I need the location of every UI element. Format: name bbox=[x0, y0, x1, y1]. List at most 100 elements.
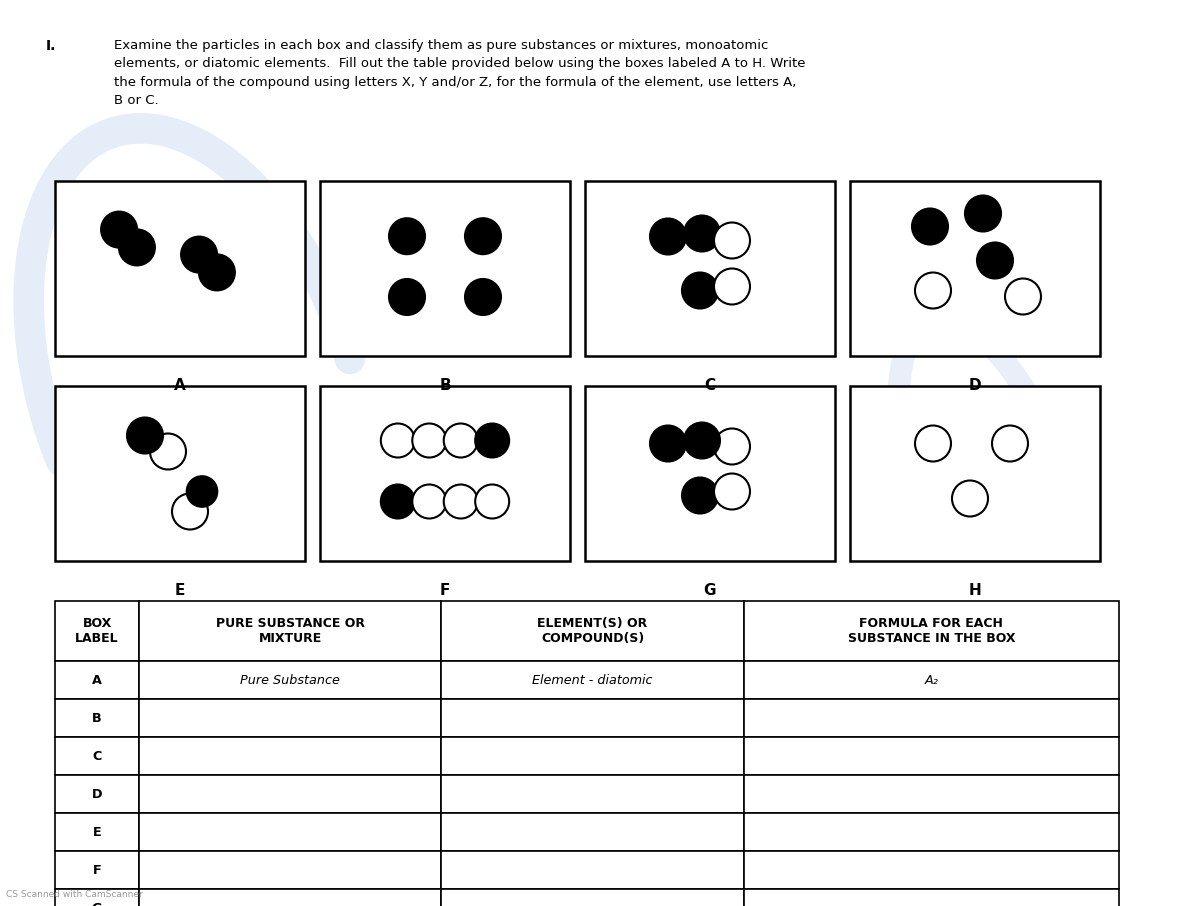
Circle shape bbox=[181, 236, 217, 273]
Text: Pure Substance: Pure Substance bbox=[240, 673, 340, 687]
Bar bbox=[139, 737, 442, 775]
Bar bbox=[442, 699, 744, 737]
Text: D: D bbox=[91, 787, 102, 801]
Bar bbox=[139, 851, 442, 889]
Circle shape bbox=[916, 426, 952, 461]
Bar bbox=[442, 851, 744, 889]
Bar bbox=[442, 813, 744, 851]
Circle shape bbox=[684, 422, 720, 458]
Circle shape bbox=[475, 485, 509, 518]
Text: A: A bbox=[92, 673, 102, 687]
Text: G: G bbox=[703, 583, 716, 598]
Bar bbox=[320, 386, 570, 561]
Circle shape bbox=[389, 279, 425, 315]
Circle shape bbox=[684, 216, 720, 252]
Bar bbox=[55, 386, 305, 561]
Bar bbox=[442, 601, 744, 661]
Text: PURE SUBSTANCE OR
MIXTURE: PURE SUBSTANCE OR MIXTURE bbox=[216, 617, 365, 645]
Bar bbox=[744, 775, 1120, 813]
Bar bbox=[744, 699, 1120, 737]
Circle shape bbox=[475, 423, 509, 458]
Text: G: G bbox=[91, 901, 102, 906]
Text: E: E bbox=[92, 825, 101, 838]
Circle shape bbox=[466, 279, 502, 315]
Text: B: B bbox=[92, 711, 102, 725]
Text: D: D bbox=[968, 378, 982, 393]
Bar bbox=[55, 601, 139, 661]
Text: A₂: A₂ bbox=[924, 673, 938, 687]
Circle shape bbox=[150, 433, 186, 469]
Text: B: B bbox=[439, 378, 451, 393]
Bar bbox=[55, 775, 139, 813]
Circle shape bbox=[916, 273, 952, 309]
Circle shape bbox=[714, 223, 750, 258]
Circle shape bbox=[912, 208, 948, 245]
Text: CS Scanned with CamScanner: CS Scanned with CamScanner bbox=[6, 890, 143, 899]
Circle shape bbox=[965, 196, 1001, 232]
Bar bbox=[139, 699, 442, 737]
Bar bbox=[55, 851, 139, 889]
Bar bbox=[744, 661, 1120, 699]
Circle shape bbox=[444, 423, 478, 458]
Circle shape bbox=[380, 485, 415, 518]
Circle shape bbox=[682, 477, 718, 514]
Circle shape bbox=[952, 480, 988, 516]
Text: H: H bbox=[968, 583, 982, 598]
Bar bbox=[744, 851, 1120, 889]
Bar bbox=[442, 889, 744, 906]
Circle shape bbox=[1006, 278, 1042, 314]
Circle shape bbox=[466, 218, 502, 255]
Bar bbox=[320, 181, 570, 356]
Bar bbox=[850, 181, 1100, 356]
Text: C: C bbox=[92, 749, 102, 763]
Bar bbox=[442, 737, 744, 775]
Circle shape bbox=[977, 243, 1013, 278]
Circle shape bbox=[714, 268, 750, 304]
Circle shape bbox=[199, 255, 235, 291]
Circle shape bbox=[413, 423, 446, 458]
Circle shape bbox=[992, 426, 1028, 461]
Text: I.: I. bbox=[46, 39, 56, 53]
Bar bbox=[55, 889, 139, 906]
Text: Element - diatomic: Element - diatomic bbox=[533, 673, 653, 687]
Bar bbox=[139, 601, 442, 661]
Bar bbox=[586, 181, 835, 356]
Bar bbox=[55, 737, 139, 775]
Bar bbox=[586, 386, 835, 561]
Bar bbox=[139, 889, 442, 906]
Circle shape bbox=[389, 218, 425, 255]
Circle shape bbox=[187, 477, 217, 506]
Bar bbox=[744, 601, 1120, 661]
Bar bbox=[55, 661, 139, 699]
Bar bbox=[139, 813, 442, 851]
Text: F: F bbox=[92, 863, 101, 876]
Text: ELEMENT(S) OR
COMPOUND(S): ELEMENT(S) OR COMPOUND(S) bbox=[538, 617, 648, 645]
Bar bbox=[442, 775, 744, 813]
Circle shape bbox=[119, 229, 155, 265]
Bar bbox=[55, 181, 305, 356]
Text: Examine the particles in each box and classify them as pure substances or mixtur: Examine the particles in each box and cl… bbox=[114, 39, 805, 108]
Circle shape bbox=[714, 429, 750, 465]
Bar bbox=[55, 813, 139, 851]
Bar bbox=[55, 699, 139, 737]
Bar bbox=[744, 889, 1120, 906]
Circle shape bbox=[682, 273, 718, 309]
Circle shape bbox=[413, 485, 446, 518]
Bar bbox=[850, 386, 1100, 561]
Text: FORMULA FOR EACH
SUBSTANCE IN THE BOX: FORMULA FOR EACH SUBSTANCE IN THE BOX bbox=[847, 617, 1015, 645]
Bar bbox=[744, 813, 1120, 851]
Circle shape bbox=[714, 474, 750, 509]
Text: BOX
LABEL: BOX LABEL bbox=[76, 617, 119, 645]
Bar bbox=[139, 775, 442, 813]
Text: C: C bbox=[704, 378, 715, 393]
Circle shape bbox=[444, 485, 478, 518]
Circle shape bbox=[172, 494, 208, 529]
Text: F: F bbox=[440, 583, 450, 598]
Circle shape bbox=[380, 423, 415, 458]
Circle shape bbox=[650, 218, 686, 255]
Circle shape bbox=[650, 426, 686, 461]
Bar bbox=[744, 737, 1120, 775]
Text: E: E bbox=[175, 583, 185, 598]
Circle shape bbox=[127, 418, 163, 454]
Bar bbox=[442, 661, 744, 699]
